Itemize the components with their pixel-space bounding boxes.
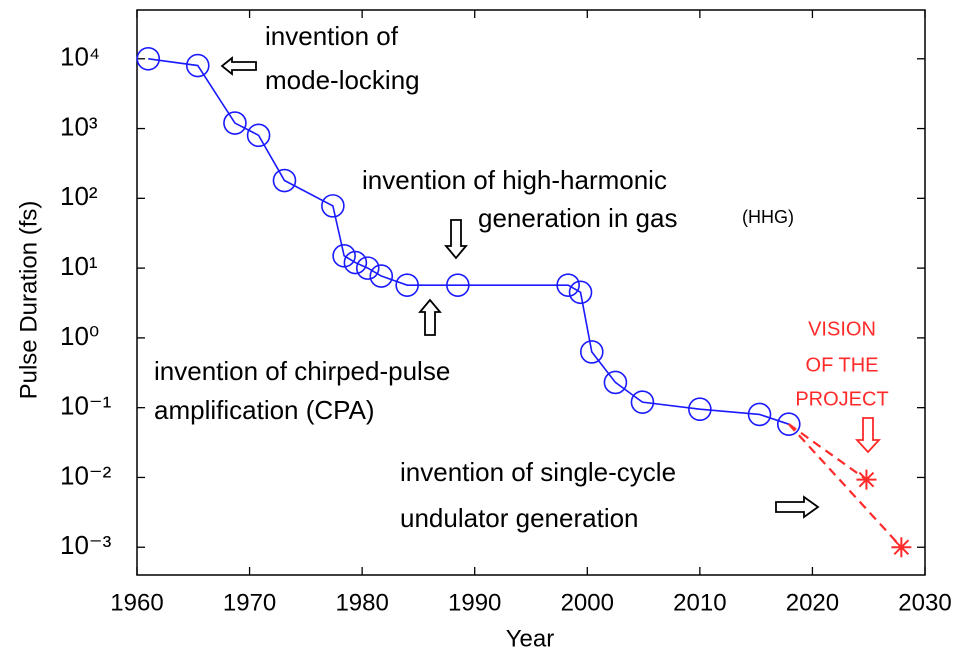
annotation: undulator generation	[400, 503, 639, 533]
y-tick-label: 10¹	[60, 251, 98, 281]
star-marker	[856, 469, 877, 490]
y-tick-label: 10⁻¹	[60, 391, 112, 421]
annotation-arrows	[220, 56, 882, 519]
annotation: amplification (CPA)	[154, 395, 375, 425]
circle-marker	[776, 412, 801, 436]
arrow	[220, 56, 257, 76]
annotation: invention of single-cycle	[400, 457, 676, 487]
annotation: mode-locking	[265, 65, 420, 95]
annotation: PROJECT	[795, 388, 888, 410]
annotation: invention of chirped-pulse	[154, 356, 450, 386]
y-tick-label: 10⁴	[60, 42, 100, 72]
circle-marker	[603, 370, 628, 395]
arrow	[418, 298, 442, 336]
circle-marker	[579, 340, 604, 364]
circle-marker	[556, 273, 580, 297]
y-tick-label: 10⁻³	[60, 530, 112, 560]
star-marker	[891, 537, 912, 558]
annotation: VISION	[808, 318, 876, 340]
circle-marker	[630, 390, 655, 414]
circle-marker	[355, 256, 380, 280]
circle-marker	[272, 168, 297, 193]
arrow	[775, 495, 820, 519]
x-axis-label: Year	[506, 625, 555, 652]
x-tick-label: 2030	[898, 589, 951, 616]
x-tick-label: 1980	[335, 589, 388, 616]
x-tick-label: 2020	[786, 589, 839, 616]
x-tick-label: 1970	[223, 589, 276, 616]
annotation: generation in gas	[478, 203, 677, 233]
annotation: invention of high-harmonic	[362, 165, 667, 195]
annotation: OF THE	[806, 354, 879, 376]
circle-marker	[185, 53, 210, 78]
x-tick-label: 1990	[448, 589, 501, 616]
arrow	[444, 219, 468, 260]
annotation: invention of	[265, 21, 399, 51]
y-tick-label: 10³	[60, 111, 98, 141]
projection-line	[788, 423, 868, 481]
circle-marker	[747, 402, 772, 427]
x-tick-label: 2000	[561, 589, 614, 616]
circle-marker	[223, 111, 247, 135]
y-tick-label: 10⁰	[60, 321, 99, 351]
y-tick-label: 10²	[60, 181, 98, 211]
y-tick-label: 10⁻²	[60, 460, 112, 490]
circle-marker	[568, 280, 593, 305]
circle-marker	[246, 123, 271, 148]
x-tick-label: 2010	[673, 589, 726, 616]
y-axis-label: Pulse Duration (fs)	[15, 201, 42, 400]
circle-marker	[332, 244, 356, 268]
projection-line	[787, 423, 903, 548]
circle-marker	[321, 194, 345, 218]
circle-marker	[343, 250, 368, 275]
arrow	[854, 417, 882, 454]
circle-marker	[446, 273, 470, 297]
circle-marker	[395, 273, 419, 297]
annotation: (HHG)	[742, 207, 794, 227]
circle-marker	[136, 46, 161, 71]
x-tick-label: 1960	[110, 589, 163, 616]
circle-marker	[369, 264, 394, 288]
plot-frame	[136, 9, 926, 576]
circle-marker	[688, 397, 712, 422]
series-line	[148, 57, 790, 425]
